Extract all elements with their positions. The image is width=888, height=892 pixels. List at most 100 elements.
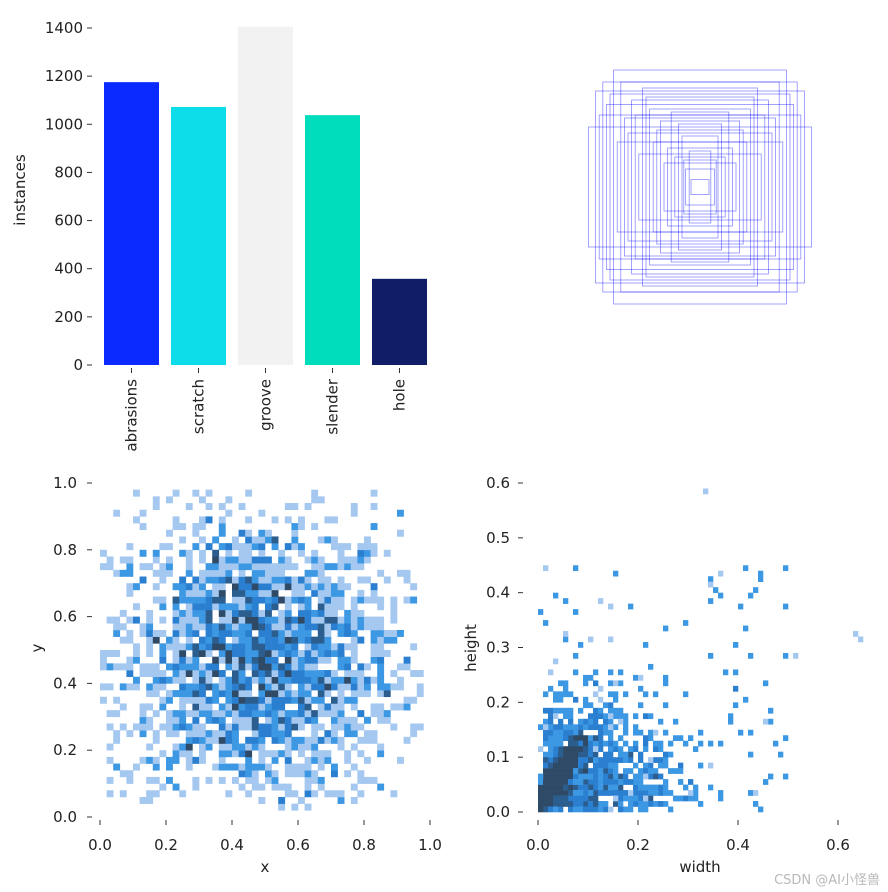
xy-cell	[251, 763, 259, 771]
wh-cell	[683, 691, 689, 698]
wh-x-tick-label: 0.0	[526, 836, 550, 854]
wh-cell	[578, 784, 584, 791]
xy-cell	[331, 763, 338, 771]
wh-cell	[608, 680, 614, 687]
wh-cell	[653, 801, 659, 807]
wh-cell	[613, 696, 619, 703]
wh-cell	[633, 795, 639, 802]
wh-cell	[593, 757, 599, 763]
xy-cell	[350, 716, 358, 724]
xy-cell	[298, 683, 305, 691]
xy-cell	[185, 730, 193, 738]
xy-cell	[397, 509, 404, 517]
xy-cell	[199, 703, 206, 711]
xy-cell	[251, 636, 259, 644]
xy-cell	[152, 596, 160, 604]
xy-cell	[258, 616, 266, 624]
xy-cell	[212, 716, 220, 724]
bar-x-axis: abrasions scratch groove slender hole	[123, 368, 409, 452]
xy-cell	[331, 683, 338, 691]
xy-cell	[245, 543, 253, 551]
xy-cell	[311, 770, 319, 778]
wh-cell	[588, 636, 594, 643]
xy-cell	[225, 730, 233, 738]
xy-cell	[258, 756, 266, 764]
xy-cell	[383, 710, 391, 718]
xy-cell	[238, 596, 246, 604]
xy-cell	[370, 703, 378, 711]
xy-cell	[133, 656, 140, 664]
xy-cell	[139, 796, 147, 804]
xy-cell	[245, 536, 253, 544]
wh-cell	[598, 762, 604, 769]
xy-cell	[258, 529, 266, 537]
xy-cell	[337, 723, 345, 731]
xy-cell	[377, 596, 385, 604]
wh-cell	[598, 773, 604, 780]
bounding-box	[652, 141, 748, 233]
wh-y-tick-label: 0.4	[486, 584, 510, 602]
xy-cell	[251, 696, 259, 704]
wh-cell	[663, 762, 669, 769]
xy-cell	[357, 790, 365, 798]
xy-cell	[284, 503, 292, 511]
wh-cell	[578, 707, 584, 714]
xy-cell	[397, 663, 404, 671]
wh-cell	[583, 735, 589, 742]
xy-cell	[258, 636, 266, 644]
wh-cell	[563, 801, 569, 807]
xy-cell	[350, 723, 358, 731]
xy-cell	[258, 796, 266, 804]
xy-cell	[291, 583, 299, 591]
wh-cell	[628, 795, 634, 802]
xy-cell	[284, 743, 292, 751]
xy-cell	[284, 543, 292, 551]
xy-cell	[159, 576, 167, 584]
wh-cell	[578, 790, 584, 796]
xy-cell	[278, 736, 286, 744]
bounding-box	[685, 168, 715, 206]
xy-cell	[258, 763, 266, 771]
xy-cell	[357, 736, 365, 744]
wh-cell	[653, 729, 659, 736]
xy-cell	[258, 569, 266, 577]
xy-cell	[304, 790, 312, 798]
wh-cell	[718, 790, 724, 796]
xy-cell	[317, 609, 325, 617]
xy-cell	[383, 650, 391, 657]
wh-cell	[603, 729, 609, 736]
xy-cell	[245, 723, 253, 731]
bar-x-tick-label: groove	[257, 379, 275, 431]
wh-cell	[663, 674, 669, 681]
xy-cell	[350, 556, 358, 564]
xy-cell	[205, 670, 213, 678]
xy-cell	[185, 756, 193, 764]
xy-cell	[212, 556, 220, 564]
xy-cell	[126, 556, 134, 564]
xy-cell	[364, 623, 371, 631]
xy-cell	[113, 763, 121, 771]
xy-cell	[278, 723, 286, 731]
xy-cell	[344, 629, 352, 637]
xy-cell	[238, 616, 246, 624]
wh-cell	[588, 790, 594, 796]
xy-cell	[298, 710, 305, 718]
xy-cell	[304, 623, 312, 631]
xy-y-tick-label: 0.4	[53, 674, 77, 692]
xy-cell	[304, 770, 312, 778]
xy-cell	[278, 696, 286, 704]
wh-cell	[553, 784, 559, 791]
xy-cell	[152, 569, 160, 577]
xy-cell	[245, 743, 253, 751]
xy-cell	[258, 703, 266, 711]
xy-cell	[350, 743, 358, 751]
xy-cell	[199, 723, 206, 731]
wh-cell	[558, 784, 564, 791]
wh-cell	[588, 784, 594, 791]
xy-cell	[205, 616, 213, 624]
bounding-box	[634, 114, 766, 260]
xy-cell	[172, 623, 180, 631]
xy-cell	[337, 656, 345, 664]
xy-cell	[152, 690, 160, 698]
xy-cell	[317, 629, 325, 637]
